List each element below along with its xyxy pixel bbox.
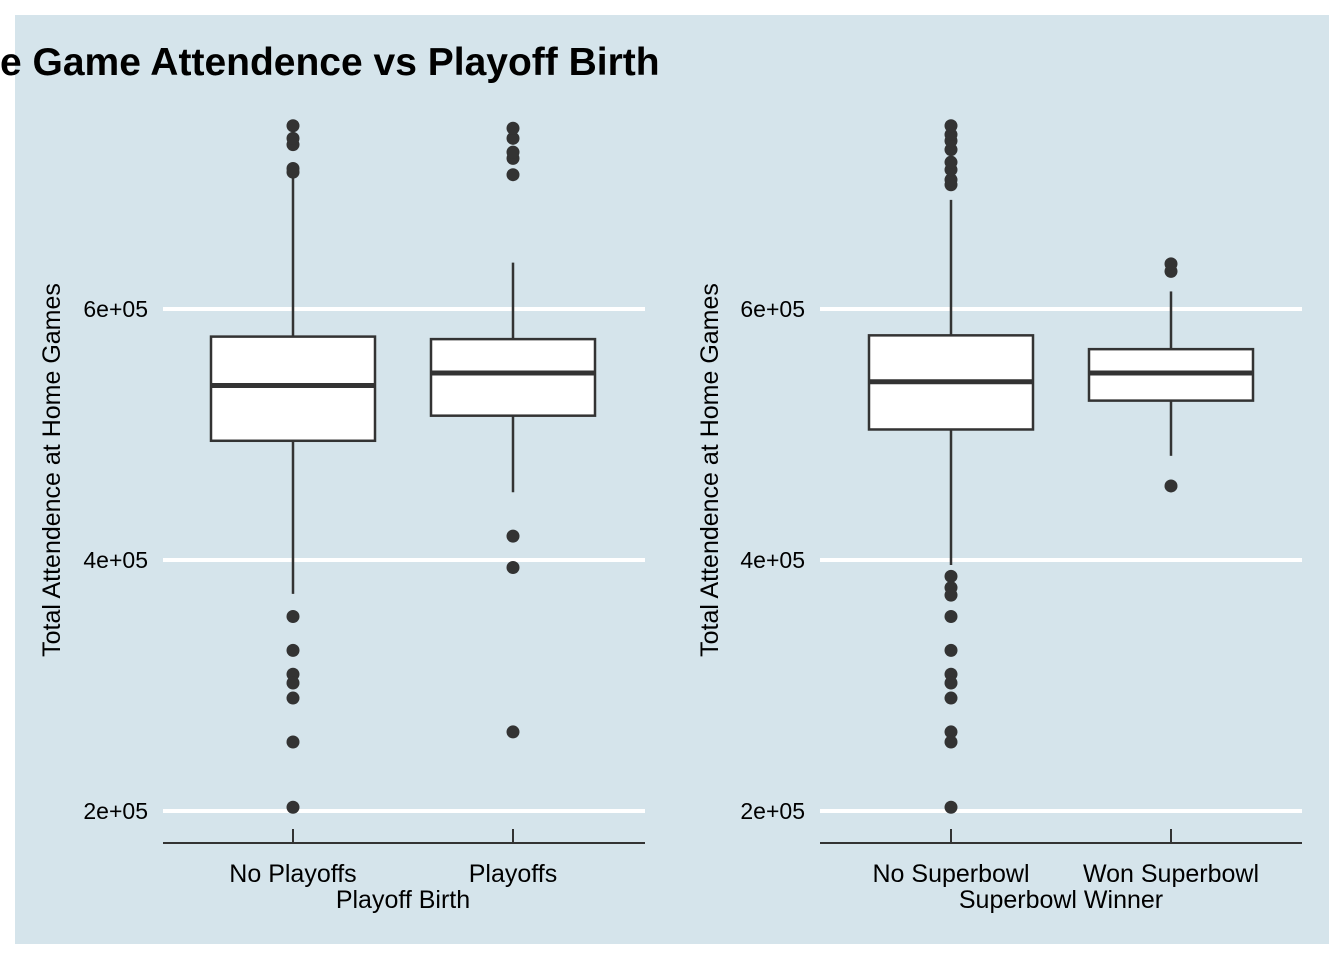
outlier-point [286,609,300,623]
outlier-point [944,569,958,583]
x-tick-label: Won Superbowl [1083,860,1259,888]
outlier-point [286,691,300,705]
outlier-point [944,691,958,705]
outlier-point [286,161,300,175]
panel-2: 2e+05 4e+05 6e+05 No Superbowl Won Superbowl… [696,119,1302,914]
box-iqr [209,335,377,443]
plot-background [15,15,1329,944]
outlier-point [944,735,958,749]
outlier-point [944,173,958,187]
y-axis-title: Total Attendence at Home Games [696,283,724,657]
y-axis-title: Total Attendence at Home Games [38,283,66,657]
outlier-point [944,643,958,657]
outlier-point [944,725,958,739]
box-1 [1087,257,1255,493]
outlier-point [944,119,958,133]
outlier-point [944,676,958,690]
outlier-point [944,609,958,623]
outlier-point [506,131,520,145]
y-tick-label: 2e+05 [83,798,148,824]
outlier-point [286,119,300,133]
box-1 [429,121,597,739]
x-axis-title: Superbowl Winner [959,886,1163,914]
outlier-point [944,588,958,602]
x-tick-label: No Playoffs [229,860,356,888]
outlier-point [506,529,520,543]
outlier-point [286,735,300,749]
box-iqr [429,337,597,417]
box-0 [209,119,377,814]
outlier-point [506,168,520,182]
x-tick-label: Playoffs [469,860,557,888]
y-tick-label: 2e+05 [740,798,805,824]
outlier-point [944,155,958,169]
outlier-point [286,676,300,690]
outlier-point [286,800,300,814]
x-tick-label: No Superbowl [872,860,1029,888]
box-0 [867,119,1035,814]
panel-1: 2e+05 4e+05 6e+05 No Playoffs PlayoffsPlayof… [38,119,645,914]
outlier-point [286,131,300,145]
outlier-point [506,121,520,135]
y-tick-label: 6e+05 [83,296,148,322]
x-axis-title: Playoff Birth [336,886,470,914]
outlier-point [944,800,958,814]
outlier-point [1164,479,1178,493]
outlier-point [286,643,300,657]
y-tick-label: 4e+05 [83,547,148,573]
y-tick-label: 6e+05 [740,296,805,322]
outlier-point [1164,257,1178,271]
y-tick-label: 4e+05 [740,547,805,573]
chart-title: e Game Attendence vs Playoff Birth [0,41,660,84]
outlier-point [506,145,520,159]
outlier-point [506,725,520,739]
outlier-point [506,561,520,575]
